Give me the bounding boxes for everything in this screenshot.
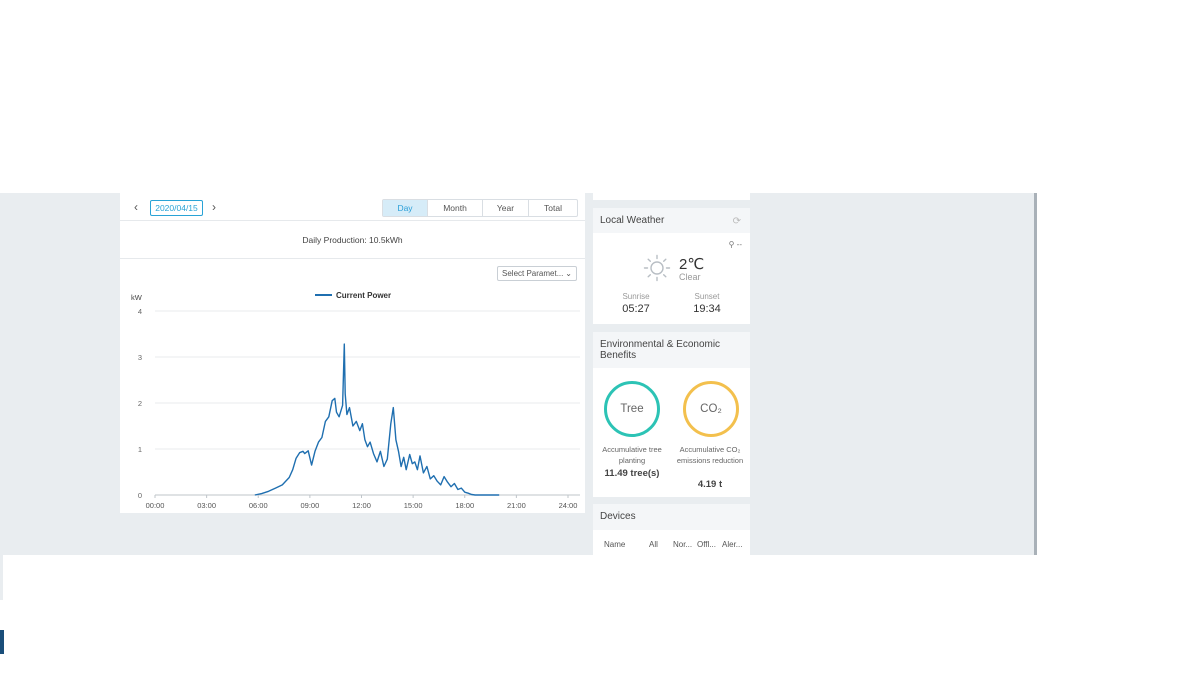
sun-icon xyxy=(643,254,671,282)
period-tabs: Day Month Year Total xyxy=(382,199,578,217)
tree-value: 11.49 tree(s) xyxy=(604,468,660,479)
devices-title: Devices xyxy=(593,504,750,530)
y-tick-label: 4 xyxy=(138,307,142,316)
x-tick-label: 00:00 xyxy=(146,501,165,510)
chevron-left-icon[interactable]: ‹ xyxy=(134,200,138,214)
co2-value: 4.19 t xyxy=(697,479,723,490)
production-toolbar: ‹ 2020/04/15 › Day Month Year Total xyxy=(120,193,585,221)
tree-ring: Tree xyxy=(604,381,660,437)
x-tick-label: 18:00 xyxy=(455,501,474,510)
location-text: -- xyxy=(736,240,742,249)
tab-year[interactable]: Year xyxy=(483,200,529,216)
x-tick-label: 12:00 xyxy=(352,501,371,510)
y-axis-label: kW xyxy=(131,293,143,302)
date-picker[interactable]: 2020/04/15 xyxy=(150,200,203,216)
card-top-stub xyxy=(593,193,750,200)
series-line-current-power xyxy=(254,343,500,496)
x-tick-label: 21:00 xyxy=(507,501,526,510)
power-chart: 0 1 2 3 4 kW 00:00 03:00 06:00 09:00 12:00 15:00 18:… xyxy=(131,291,580,510)
x-tick-label: 03:00 xyxy=(197,501,216,510)
legend-label: Current Power xyxy=(336,291,391,300)
x-tick-label: 09:00 xyxy=(300,501,319,510)
col-name[interactable]: Name xyxy=(604,540,626,549)
tab-month[interactable]: Month xyxy=(428,200,483,216)
y-tick-label: 1 xyxy=(138,445,142,454)
x-tick-label: 24:00 xyxy=(559,501,578,510)
y-tick-label: 0 xyxy=(138,491,142,500)
y-tick-label: 2 xyxy=(138,399,142,408)
x-tick-label: 06:00 xyxy=(249,501,268,510)
chevron-right-icon[interactable]: › xyxy=(212,200,216,214)
location: ⚲ -- xyxy=(729,240,742,249)
tab-total[interactable]: Total xyxy=(544,203,562,213)
sunset-label: Sunset xyxy=(694,292,720,301)
x-tick-label: 15:00 xyxy=(404,501,423,510)
sunrise-label: Sunrise xyxy=(622,292,650,301)
col-offline[interactable]: Offl... xyxy=(697,540,716,549)
weather-card: Local Weather ⟳ ⚲ -- 2℃ Clear Sunrise 05… xyxy=(593,208,750,324)
tab-day[interactable]: Day xyxy=(383,200,428,216)
location-pin-icon: ⚲ xyxy=(728,240,735,249)
corner-mark xyxy=(0,630,4,654)
benefits-card: Environmental & Economic Benefits Tree C… xyxy=(593,332,750,497)
sunrise-value: 05:27 xyxy=(622,303,650,315)
col-normal[interactable]: Nor... xyxy=(673,540,693,549)
devices-card: Devices Name All Nor... Offl... Aler... xyxy=(593,504,750,555)
y-tick-label: 3 xyxy=(138,353,142,362)
sunset-value: 19:34 xyxy=(693,303,721,315)
refresh-icon[interactable]: ⟳ xyxy=(732,216,741,227)
co2-ring: CO₂ xyxy=(683,381,739,437)
daily-production: Daily Production: 10.5kWh xyxy=(120,221,585,259)
chevron-down-icon: ⌄ xyxy=(565,269,572,278)
parameter-select[interactable]: Select Paramet... ⌄ xyxy=(497,266,577,281)
scrollbar-edge xyxy=(1034,193,1037,555)
production-panel: ‹ 2020/04/15 › Day Month Year Total Dail… xyxy=(120,193,585,513)
col-alert[interactable]: Aler... xyxy=(722,540,743,549)
benefits-title: Environmental & Economic Benefits xyxy=(593,332,750,368)
tree-description: Accumulative tree planting xyxy=(602,445,662,465)
co2-description: Accumulative CO₂ emissions reduction xyxy=(676,445,744,465)
parameter-select-label: Select Paramet... xyxy=(502,269,564,278)
temperature: 2℃ xyxy=(679,256,705,273)
left-strip xyxy=(0,555,3,600)
col-all[interactable]: All xyxy=(649,540,658,549)
app-viewport: ‹ 2020/04/15 › Day Month Year Total Dail… xyxy=(0,193,1036,555)
weather-title: Local Weather xyxy=(593,208,750,233)
weather-condition: Clear xyxy=(679,272,701,282)
